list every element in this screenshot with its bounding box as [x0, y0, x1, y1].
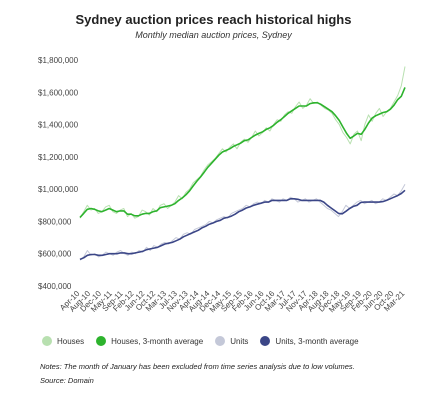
series-line-units-3-month-average	[79, 189, 406, 261]
x-axis: Apr-10Aug-10Dec-10May-11Sep-11Feb-12Jun-…	[58, 289, 407, 315]
series-line-houses	[79, 66, 406, 219]
legend-item: Houses, 3-month average	[96, 336, 203, 346]
series-line-units	[79, 184, 406, 261]
legend-label: Houses, 3-month average	[111, 336, 204, 346]
notes-text: Notes: The month of January has been exc…	[40, 362, 355, 371]
legend-label: Units, 3-month average	[275, 336, 359, 346]
legend: Houses Houses, 3-month average Units Units,…	[42, 336, 359, 346]
y-tick-label: $1,000,000	[38, 185, 79, 194]
source-text: Source: Domain	[40, 376, 94, 385]
legend-item: Units	[215, 336, 248, 346]
y-tick-label: $600,000	[38, 250, 72, 259]
legend-item: Houses	[42, 336, 84, 346]
y-tick-label: $1,200,000	[38, 153, 79, 162]
plot-area	[79, 66, 406, 261]
legend-item: Units, 3-month average	[260, 336, 359, 346]
legend-swatch	[96, 336, 107, 346]
legend-swatch	[260, 336, 271, 346]
y-tick-label: $1,400,000	[38, 121, 79, 130]
y-tick-label: $1,800,000	[38, 56, 79, 65]
legend-swatch	[215, 336, 226, 346]
legend-label: Units	[230, 336, 249, 346]
y-axis: $400,000 $600,000 $800,000 $1,000,000 $1,200…	[38, 56, 79, 291]
series-line-houses-3-month-average	[79, 87, 406, 218]
chart-subtitle: Monthly median auction prices, Sydney	[135, 30, 292, 40]
legend-swatch	[42, 336, 52, 346]
y-tick-label: $800,000	[38, 217, 72, 226]
y-tick-label: $1,600,000	[38, 88, 79, 97]
legend-label: Houses	[57, 336, 85, 346]
chart-title: Sydney auction prices reach historical h…	[75, 12, 352, 27]
y-tick-label: $400,000	[38, 282, 72, 291]
